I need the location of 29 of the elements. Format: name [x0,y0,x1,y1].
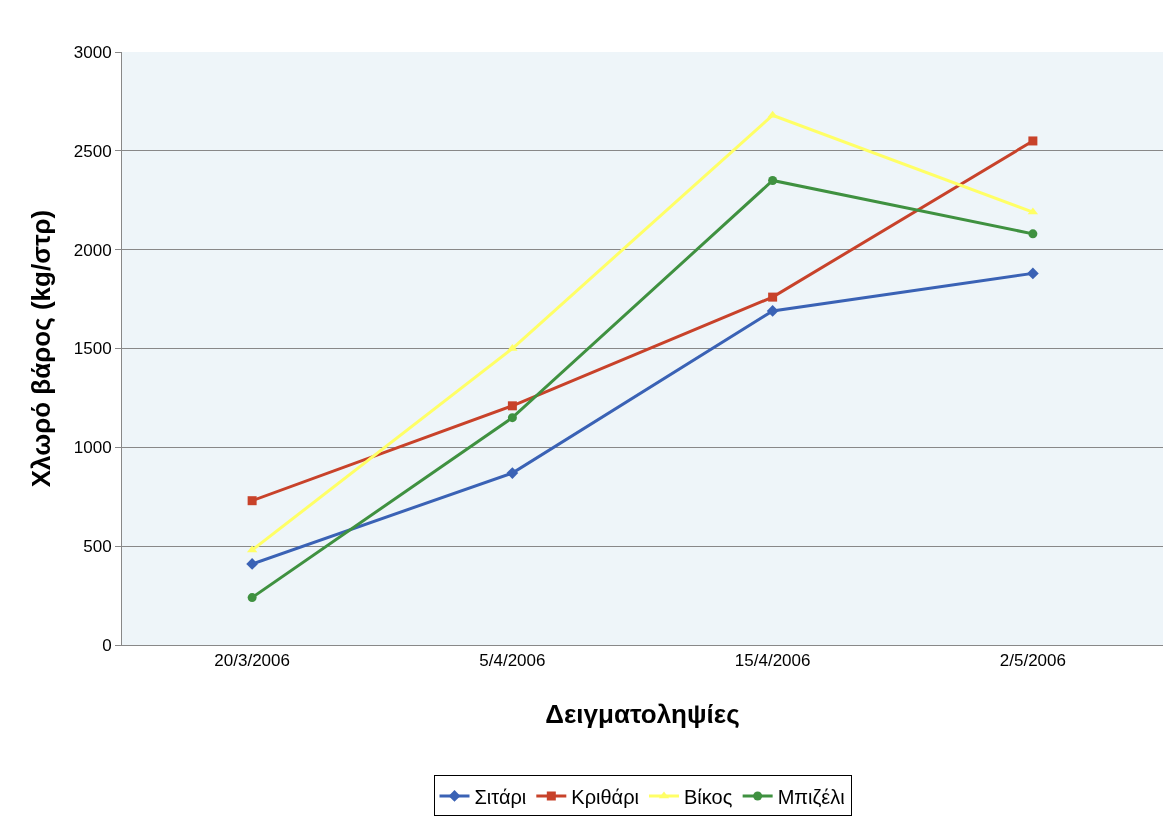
point [507,413,517,423]
legend-label: Μπιζέλι [777,785,845,808]
y-tick-label: 3000 [73,42,112,62]
point [768,175,778,185]
point [507,401,517,411]
point [247,593,257,603]
legend-label: Κριθάρι [571,785,639,808]
point [506,467,519,479]
point [247,496,257,506]
x-tick-label: 15/4/2006 [734,651,811,671]
x-axis-title: Δειγματοληψίες [545,699,740,730]
y-tick-label: 500 [83,537,112,557]
legend-label: Σιτάρι [474,785,527,808]
y-tick-label: 2500 [73,141,112,161]
point [1028,136,1038,146]
y-tick-label: 1000 [73,438,112,458]
legend-label: Βίκος [683,785,733,808]
y-axis-title: Χλωρό βάρος (kg/στρ) [26,209,57,488]
point [1027,267,1039,280]
point [1028,229,1038,239]
point [768,292,778,302]
point [246,558,258,570]
x-tick-label: 20/3/2006 [214,651,290,671]
point [766,305,779,317]
y-tick-label: 0 [102,635,112,655]
x-tick-label: 5/4/2006 [479,651,546,671]
y-tick-label: 2000 [73,240,112,260]
x-tick-label: 2/5/2006 [999,651,1066,671]
y-tick-label: 1500 [73,339,112,359]
